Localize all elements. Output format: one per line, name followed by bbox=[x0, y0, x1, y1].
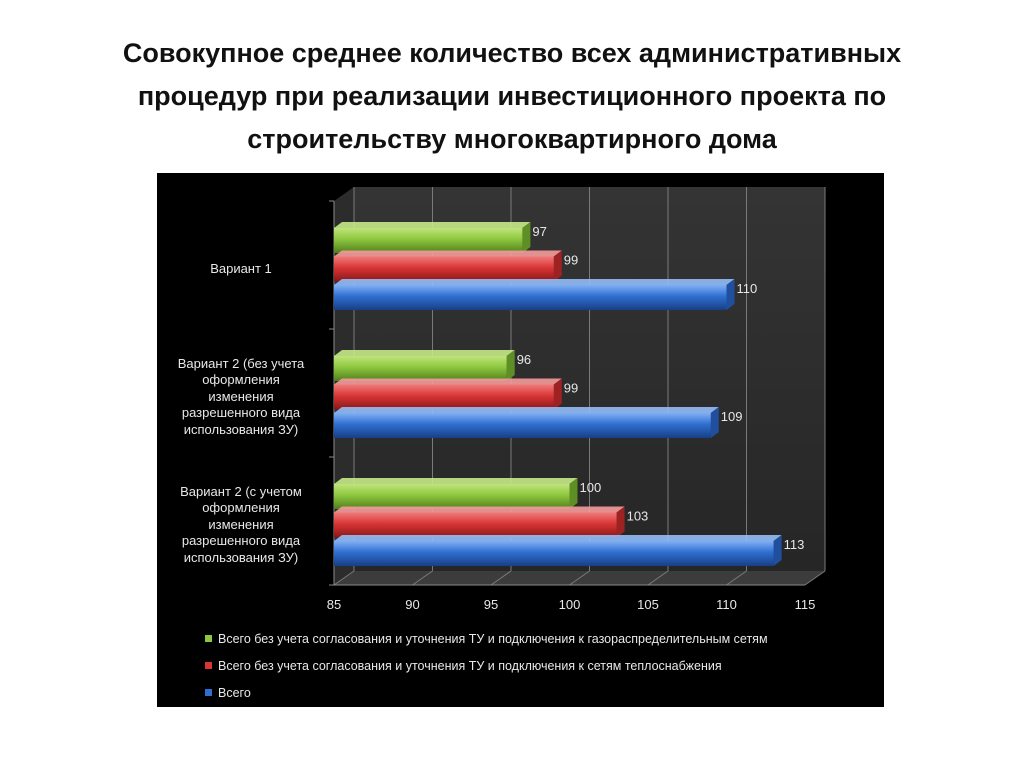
legend-label: Всего без учета согласования и уточнения… bbox=[218, 658, 722, 673]
bar-top bbox=[334, 378, 562, 385]
floor-gridline bbox=[333, 570, 355, 586]
data-label: 109 bbox=[721, 409, 743, 424]
bar bbox=[334, 256, 554, 282]
bar-end bbox=[616, 506, 625, 538]
bar bbox=[334, 512, 617, 538]
data-label: 113 bbox=[784, 537, 805, 552]
bar-end bbox=[506, 350, 515, 381]
data-label: 100 bbox=[580, 480, 602, 495]
legend-item: Всего без учета согласования и уточнения… bbox=[205, 652, 875, 679]
floor-gridline bbox=[490, 570, 512, 586]
data-label: 110 bbox=[737, 281, 758, 296]
x-tick-label: 105 bbox=[637, 597, 659, 612]
x-tick-label: 115 bbox=[795, 597, 816, 612]
chart-legend: Всего без учета согласования и уточнения… bbox=[205, 625, 875, 706]
legend-label: Всего bbox=[218, 685, 251, 700]
x-tick-label: 85 bbox=[327, 597, 341, 612]
plot-area: 85 90 95 100 105 110 115 97 99 110 96 99 109 100 103 11… bbox=[327, 187, 826, 612]
data-label: 99 bbox=[564, 381, 578, 396]
category-label: Вариант 1 bbox=[210, 260, 272, 276]
bar bbox=[334, 228, 523, 253]
x-tick-label: 90 bbox=[405, 597, 419, 612]
legend-swatch-red bbox=[205, 662, 212, 669]
bar bbox=[334, 541, 774, 566]
floor-gridline bbox=[804, 570, 826, 586]
legend-item: Всего без учета согласования и уточнения… bbox=[205, 625, 875, 652]
bar-top bbox=[334, 506, 625, 513]
bar-end bbox=[726, 279, 735, 310]
bar-top bbox=[334, 407, 719, 413]
floor-gridline bbox=[647, 570, 669, 586]
bar-end bbox=[553, 378, 562, 410]
x-tick-label: 100 bbox=[559, 597, 581, 612]
legend-label: Всего без учета согласования и уточнения… bbox=[218, 631, 768, 646]
bar bbox=[334, 356, 507, 381]
chart-panel: 85 90 95 100 105 110 115 97 99 110 96 99 109 100 103 11… bbox=[157, 173, 884, 707]
x-tick-label: 95 bbox=[484, 597, 498, 612]
floor-gridline bbox=[726, 570, 747, 586]
bar-end bbox=[710, 407, 719, 438]
data-label: 103 bbox=[627, 509, 649, 524]
legend-item: Всего bbox=[205, 679, 875, 706]
bar-end bbox=[569, 478, 578, 509]
bar-top bbox=[334, 250, 562, 257]
bar bbox=[334, 384, 554, 410]
floor-gridline bbox=[412, 570, 433, 586]
data-label: 99 bbox=[564, 253, 578, 268]
bar-top bbox=[334, 535, 782, 541]
bar-end bbox=[773, 535, 782, 566]
bar-top bbox=[334, 478, 578, 484]
bar-end bbox=[553, 250, 562, 282]
bar-top bbox=[334, 279, 735, 285]
bar bbox=[334, 285, 727, 310]
bar-top bbox=[334, 222, 531, 228]
data-label: 96 bbox=[517, 352, 531, 367]
bar-top bbox=[334, 350, 515, 356]
slide-title: Совокупное среднее количество всех админ… bbox=[122, 38, 902, 154]
category-label: Вариант 2 (с учетом оформления изменения… bbox=[180, 483, 302, 565]
category-label: Вариант 2 (без учета оформления изменени… bbox=[177, 355, 305, 437]
bar bbox=[334, 484, 570, 509]
bar-end bbox=[522, 222, 531, 253]
data-label: 97 bbox=[532, 224, 546, 239]
legend-swatch-green bbox=[205, 635, 212, 642]
floor-gridline bbox=[569, 570, 590, 586]
x-tick-label: 110 bbox=[716, 597, 737, 612]
bar-chart: 85 90 95 100 105 110 115 97 99 110 96 99 109 100 103 11… bbox=[327, 187, 826, 612]
bar bbox=[334, 413, 711, 438]
legend-swatch-blue bbox=[205, 689, 212, 696]
